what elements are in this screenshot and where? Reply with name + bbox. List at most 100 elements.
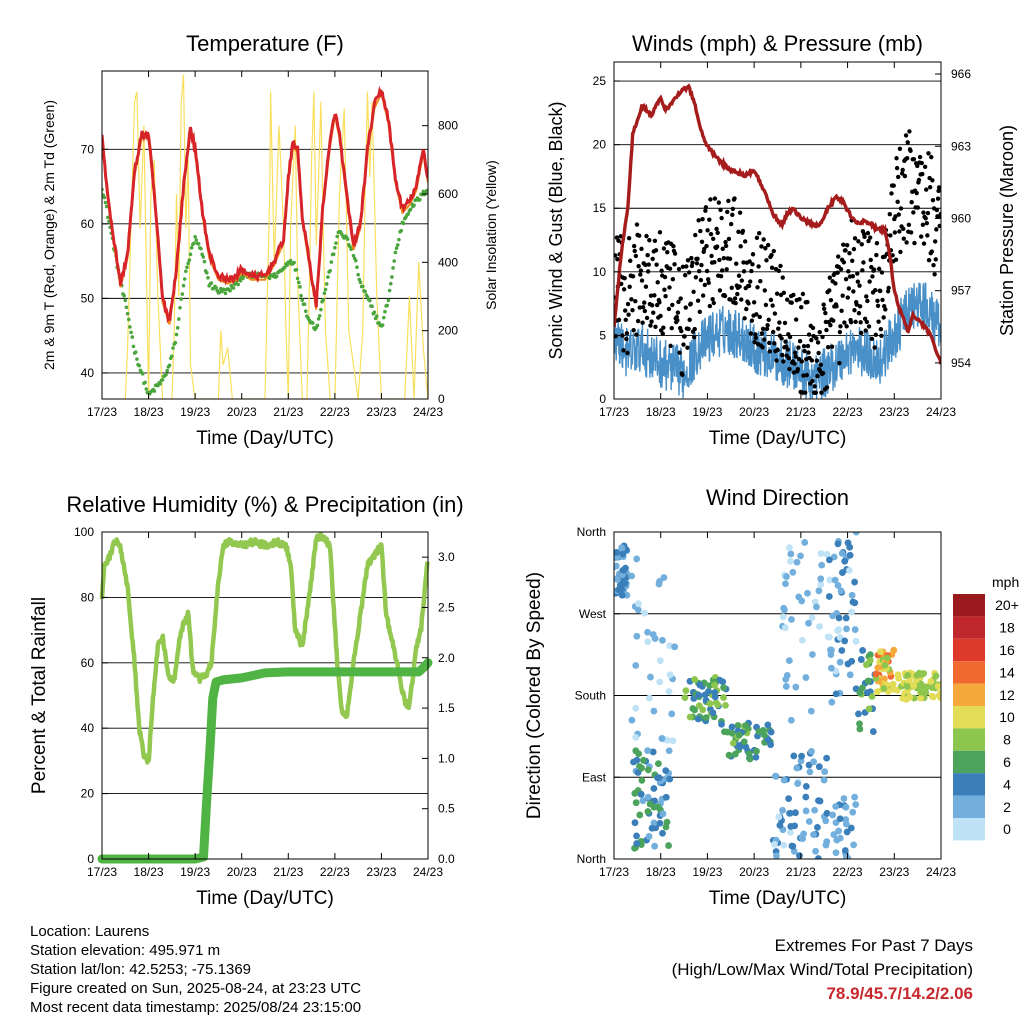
gust-point [640,305,646,310]
dewpoint-point [184,269,188,274]
gust-point [748,279,753,284]
direction-point [859,647,866,654]
x-tick-label: 21/23 [273,865,303,879]
dewpoint-point [152,389,157,393]
gust-point [695,256,700,261]
y-tick-label: South [575,689,606,703]
direction-point [917,694,925,702]
gust-point [915,163,920,169]
gust-point [839,308,844,313]
direction-point [865,705,873,713]
dewpoint-point [104,204,109,209]
gust-point [785,347,790,352]
gust-point [653,248,659,253]
dewpoint-point [322,291,327,296]
y-tick-label: 5 [599,328,606,342]
x-tick-label: 21/23 [273,405,303,419]
gust-point [728,297,733,302]
direction-point [641,609,649,617]
direction-point [702,714,710,721]
direction-point [671,643,679,651]
gust-point [915,205,921,210]
gust-point [751,300,757,305]
gust-point [634,332,639,337]
dewpoint-point [385,303,390,308]
dewpoint-point [188,252,193,257]
gust-point [851,246,857,252]
gust-point [819,390,824,395]
dewpoint-point [299,293,303,298]
gust-point [730,206,736,212]
gust-point [883,307,888,312]
gust-point [774,358,779,363]
gust-point [926,258,932,263]
dewpoint-point [236,282,241,287]
gust-point [865,230,871,236]
gust-point [792,350,798,355]
direction-point [802,793,810,801]
dewpoint-point [175,326,180,330]
gust-point [678,296,683,301]
direction-point [934,682,941,690]
gust-point [824,327,829,333]
gust-point [785,297,790,302]
gust-point [765,242,771,248]
direction-point [838,647,846,654]
direction-point [650,707,658,715]
gust-point [697,268,702,274]
x-tick-label: 24/23 [413,405,443,419]
direction-point [782,580,789,588]
gust-point [898,249,903,255]
dewpoint-point [122,293,126,298]
direction-point [812,847,820,855]
x-tick-label: 22/23 [833,405,863,419]
direction-point [848,591,856,599]
legend-swatch [953,818,985,841]
gust-point [805,299,810,305]
direction-point [618,585,625,593]
direction-point [781,624,789,632]
dewpoint-point [357,277,362,282]
direction-point [841,557,849,565]
direction-point [773,852,780,859]
direction-point [846,671,854,679]
gust-point [789,300,794,305]
gust-point [908,230,914,235]
direction-point [638,776,646,784]
direction-point [836,815,844,823]
gust-point [835,270,840,275]
gust-point [906,222,912,228]
direction-point [831,576,839,584]
x-tick-label: 19/23 [692,865,722,879]
dewpoint-point [193,234,197,239]
gust-point [855,271,860,276]
direction-point [817,581,825,588]
direction-point [666,671,674,679]
gust-point [767,349,773,354]
gust-point [876,319,881,324]
gust-point [714,244,720,249]
dewpoint-point [317,314,322,318]
gust-point [621,287,627,292]
direction-point [668,710,676,718]
gust-point [771,329,776,335]
gust-point [667,266,673,271]
direction-point [785,657,793,664]
direction-point [811,806,819,814]
direction-point [787,550,795,558]
direction-point [832,690,840,698]
gust-point [878,326,884,332]
direction-point [866,656,874,664]
dewpoint-point [387,288,392,293]
legend-label: 14 [999,664,1015,680]
gust-point [687,317,692,323]
gust-point [662,274,668,280]
gust-point [815,340,821,345]
gust-point [823,310,828,316]
gust-point [822,306,827,312]
dewpoint-point [310,321,315,325]
gust-point [669,325,674,331]
chart-title: Temperature (F) [186,31,344,56]
gust-point [859,330,864,336]
